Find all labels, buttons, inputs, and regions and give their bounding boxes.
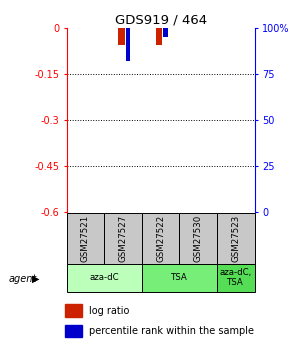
Text: TSA: TSA xyxy=(171,273,188,282)
Text: log ratio: log ratio xyxy=(89,306,129,315)
Text: GSM27527: GSM27527 xyxy=(118,215,128,262)
Bar xyxy=(179,213,217,264)
Bar xyxy=(142,264,217,292)
Bar xyxy=(217,264,255,292)
Text: percentile rank within the sample: percentile rank within the sample xyxy=(89,326,254,336)
Bar xyxy=(126,28,130,61)
Title: GDS919 / 464: GDS919 / 464 xyxy=(115,13,207,27)
Bar xyxy=(65,325,82,337)
Bar xyxy=(217,213,255,264)
Bar xyxy=(104,213,142,264)
Bar xyxy=(67,213,104,264)
Text: ▶: ▶ xyxy=(32,274,39,284)
Bar xyxy=(156,28,162,45)
Text: aza-dC,
TSA: aza-dC, TSA xyxy=(220,268,252,287)
Text: aza-dC: aza-dC xyxy=(89,273,119,282)
Bar xyxy=(163,28,168,37)
Text: GSM27522: GSM27522 xyxy=(156,215,165,262)
Bar xyxy=(67,264,142,292)
Text: GSM27530: GSM27530 xyxy=(194,215,203,262)
Bar xyxy=(118,28,125,45)
Bar xyxy=(65,304,82,317)
Text: GSM27521: GSM27521 xyxy=(81,215,90,262)
Text: GSM27523: GSM27523 xyxy=(231,215,240,262)
Bar xyxy=(142,213,179,264)
Text: agent: agent xyxy=(9,274,37,284)
